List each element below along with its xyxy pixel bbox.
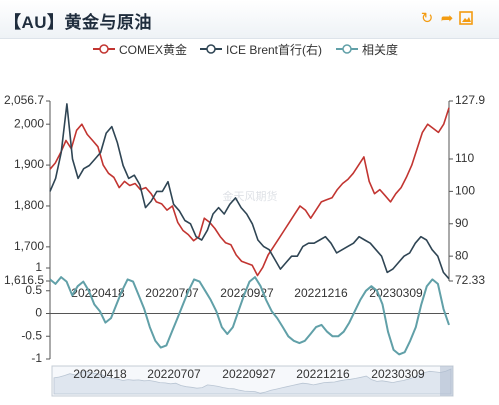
chart-header: 【AU】黄金与原油 ↻ ➦ <box>0 0 499 39</box>
legend-item-brent[interactable]: ICE Brent首行(右) <box>200 41 322 57</box>
y-left-tick-label: 1,800 <box>14 198 44 212</box>
legend-label-correlation: 相关度 <box>362 42 399 57</box>
y-right-tick-label: 110 <box>455 151 474 165</box>
x-tick-label: 20221216 <box>294 286 348 300</box>
watermark: 金天风期货 <box>223 189 278 203</box>
y-corr-tick-label: -0.5 <box>21 328 42 342</box>
refresh-icon[interactable]: ↻ <box>420 10 434 27</box>
x-tick-label: 20220927 <box>220 286 274 300</box>
series-line-correlation <box>49 276 450 356</box>
y-right-tick-label: 80 <box>455 248 469 262</box>
chart-title: 【AU】黄金与原油 <box>4 13 153 32</box>
legend-label-comex-gold: COMEX黄金 <box>119 42 188 57</box>
legend-item-correlation[interactable]: 相关度 <box>336 41 398 57</box>
slider-tick-label: 20220927 <box>222 367 276 381</box>
slider-tick-label: 20230309 <box>371 367 425 381</box>
y-left-tick-label: 2,056.7 <box>4 93 44 107</box>
save-image-icon[interactable] <box>458 11 474 27</box>
share-icon[interactable]: ➦ <box>440 10 454 27</box>
legend-item-comex-gold[interactable]: COMEX黄金 <box>93 41 187 57</box>
y-right-tick-label: 72.33 <box>455 273 485 287</box>
y-corr-tick-label: -1 <box>31 351 42 365</box>
slider-tick-label: 20220707 <box>147 367 201 381</box>
chart-legend: COMEX黄金 ICE Brent首行(右) 相关度 <box>0 38 499 60</box>
y-left-tick-label: 1,700 <box>14 239 44 253</box>
y-corr-tick-label: 0.5 <box>25 283 42 297</box>
y-corr-tick-label: 0 <box>35 306 42 320</box>
y-right-tick-label: 90 <box>455 216 469 230</box>
series-line-comex-gold <box>49 107 450 277</box>
slider-handle[interactable] <box>440 366 453 396</box>
legend-label-brent: ICE Brent首行(右) <box>226 42 323 57</box>
x-tick-label: 20220707 <box>145 286 199 300</box>
legend-marker-correlation <box>336 44 358 54</box>
y-left-tick-label: 1,616.5 <box>4 273 44 287</box>
slider-tick-label: 20221216 <box>296 367 350 381</box>
y-right-tick-label: 127.9 <box>455 93 485 107</box>
y-left-tick-label: 1,900 <box>14 157 44 171</box>
slider-preview-area <box>53 368 452 395</box>
x-tick-label: 20230309 <box>369 286 423 300</box>
y-corr-tick-label: 1 <box>35 260 42 274</box>
slider-tick-label: 20220418 <box>73 367 127 381</box>
x-tick-label: 20220418 <box>71 286 125 300</box>
series-line-brent <box>49 103 450 280</box>
y-left-tick-label: 2,000 <box>14 116 44 130</box>
legend-marker-comex-gold <box>93 44 115 54</box>
legend-marker-brent <box>200 44 222 54</box>
y-right-tick-label: 100 <box>455 184 475 198</box>
